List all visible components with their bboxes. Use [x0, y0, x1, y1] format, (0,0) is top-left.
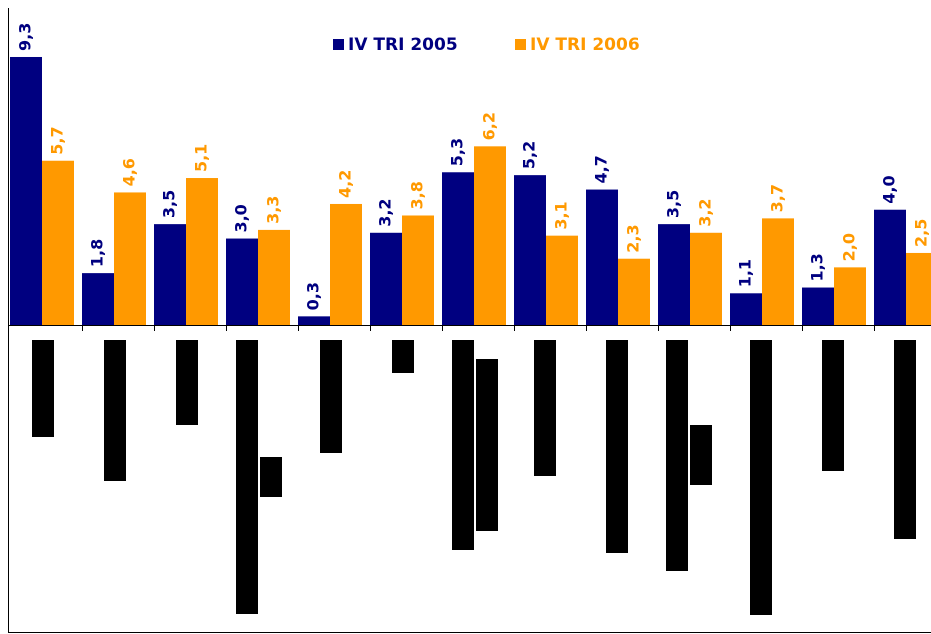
label-artifact — [176, 340, 198, 425]
bar — [514, 175, 546, 325]
value-label: 3,5 — [160, 190, 179, 218]
legend-label: IV TRI 2005 — [348, 35, 458, 55]
label-artifact — [666, 340, 688, 571]
label-artifact — [750, 340, 772, 615]
value-label: 5,3 — [448, 138, 467, 166]
bar — [730, 293, 762, 325]
value-label: 0,3 — [304, 282, 323, 310]
value-label: 3,5 — [664, 190, 683, 218]
value-label: 3,2 — [696, 198, 715, 226]
bar — [82, 273, 114, 325]
bar — [658, 224, 690, 325]
label-artifact — [534, 340, 556, 476]
value-label: 5,7 — [48, 126, 67, 154]
bar — [618, 258, 650, 325]
bar — [546, 235, 578, 325]
bar — [258, 229, 290, 325]
label-artifact — [894, 340, 916, 539]
bar — [906, 252, 931, 325]
value-label: 3,0 — [232, 204, 251, 232]
label-artifact — [690, 425, 712, 485]
bar — [802, 287, 834, 325]
label-artifact — [392, 340, 414, 373]
bar — [834, 267, 866, 325]
label-artifact — [822, 340, 844, 471]
label-artifact — [236, 340, 258, 614]
value-label: 4,7 — [592, 155, 611, 183]
bar — [762, 218, 794, 325]
value-label: 5,1 — [192, 144, 211, 172]
value-label: 6,2 — [480, 112, 499, 140]
bar — [298, 316, 330, 325]
value-label: 2,5 — [912, 219, 931, 247]
value-label: 4,2 — [336, 170, 355, 198]
legend-swatch — [515, 39, 526, 50]
bar — [114, 192, 146, 325]
bar — [186, 178, 218, 325]
bar — [442, 172, 474, 325]
value-label: 3,8 — [408, 181, 427, 209]
bar — [226, 238, 258, 325]
value-label: 5,2 — [520, 141, 539, 169]
bar — [154, 224, 186, 325]
label-artifact — [606, 340, 628, 553]
label-artifact — [476, 359, 498, 531]
value-label: 1,1 — [736, 259, 755, 287]
label-artifact — [32, 340, 54, 437]
bar — [330, 203, 362, 325]
label-artifact — [320, 340, 342, 453]
value-label: 3,1 — [552, 201, 571, 229]
bar — [10, 56, 42, 326]
label-artifacts — [32, 340, 916, 615]
bar — [874, 209, 906, 325]
bar — [402, 215, 434, 325]
value-label: 3,2 — [376, 198, 395, 226]
value-label: 3,7 — [768, 184, 787, 212]
value-label: 4,0 — [880, 175, 899, 203]
label-artifact — [104, 340, 126, 481]
bar — [42, 160, 74, 325]
bar — [474, 146, 506, 325]
bar — [690, 232, 722, 325]
value-label: 1,3 — [808, 253, 827, 281]
legend-label: IV TRI 2006 — [530, 35, 640, 55]
bar — [586, 189, 618, 325]
value-label: 2,0 — [840, 233, 859, 261]
legend-swatch — [333, 39, 344, 50]
label-artifact — [260, 457, 282, 497]
value-label: 4,6 — [120, 158, 139, 186]
value-label: 2,3 — [624, 224, 643, 252]
value-label: 1,8 — [88, 239, 107, 267]
bar — [370, 232, 402, 325]
value-label: 9,3 — [16, 23, 35, 51]
label-artifact — [452, 340, 474, 550]
value-label: 3,3 — [264, 196, 283, 224]
